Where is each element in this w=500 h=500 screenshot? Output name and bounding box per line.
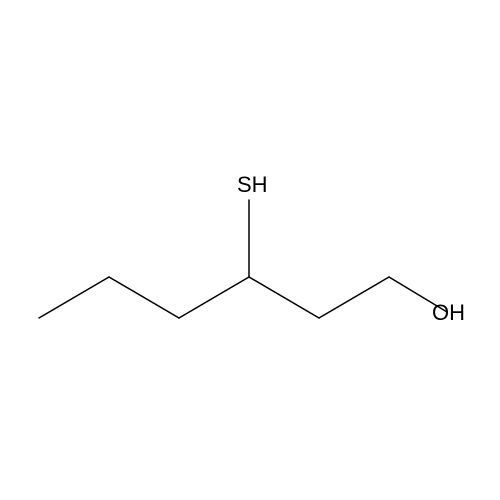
molecule-diagram: SH OH (0, 0, 500, 500)
bond-c3-c4 (179, 277, 249, 318)
sh-label: SH (237, 172, 268, 197)
bond-c2-c3 (109, 277, 179, 318)
bond-group (39, 200, 447, 318)
oh-label: OH (432, 300, 465, 325)
bond-c1-c2 (39, 277, 109, 318)
bond-c4-c5 (249, 277, 319, 318)
bond-c5-c6 (319, 277, 389, 318)
